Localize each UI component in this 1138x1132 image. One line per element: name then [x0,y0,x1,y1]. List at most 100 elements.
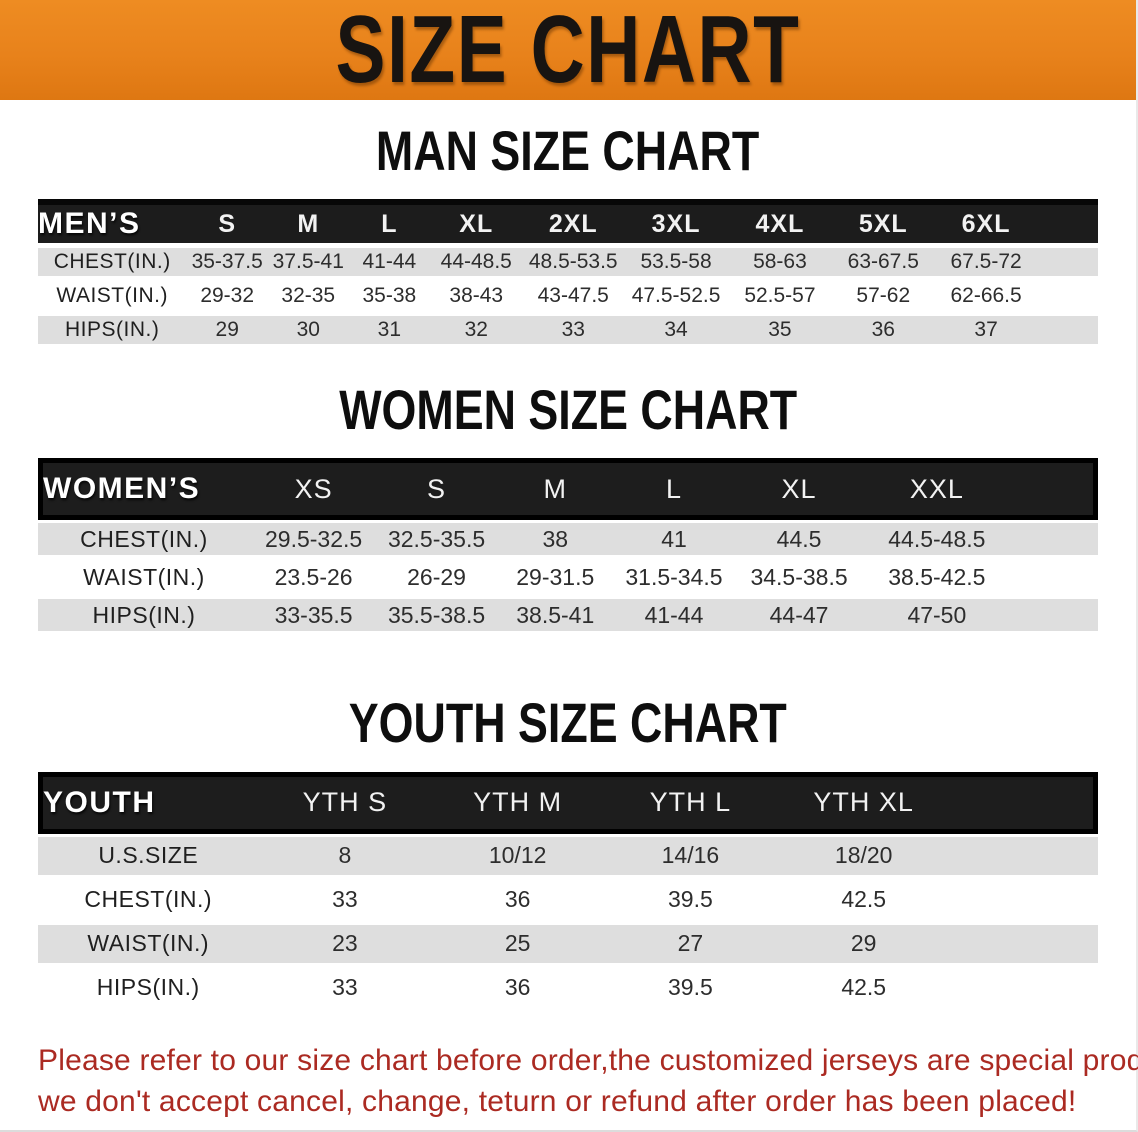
size-value-cell: 44-48.5 [430,245,523,280]
size-value-cell: 31.5-34.5 [614,558,734,597]
row-spacer [950,921,1098,966]
size-value-cell: 8 [258,833,432,878]
header-spacer [1037,199,1098,246]
disclaimer-line-1: Please refer to our size chart before or… [38,1043,1138,1077]
size-column-header: S [377,458,496,521]
table-row: CHEST(IN.) 29.5-32.5 32.5-35.5 38 41 44.5 44.5… [38,520,1098,559]
row-label: CHEST(IN.) [38,245,187,280]
row-spacer [1037,279,1098,314]
row-spacer [1037,245,1098,280]
size-value-cell: 35-38 [348,279,431,314]
size-value-cell: 29-31.5 [495,558,615,597]
youth-size-chart-title: YOUTH SIZE CHART [348,691,788,755]
size-value-cell: 38.5-42.5 [864,558,1009,597]
size-value-cell: 23 [258,921,432,966]
size-value-cell: 31 [348,313,431,348]
size-value-cell: 27 [604,921,777,966]
youth-size-chart-section-heading: YOUTH SIZE CHART [0,691,1136,755]
disclaimer-line-2: we don't accept cancel, change, teturn o… [38,1084,1077,1118]
row-label: CHEST(IN.) [38,877,259,922]
size-value-cell: 36 [431,877,605,922]
size-value-cell: 43-47.5 [522,279,625,314]
size-column-header: 3XL [624,199,728,246]
mens-corner-label: MEN’S [38,199,187,246]
size-column-header: XL [733,458,865,521]
man-size-chart-title: MAN SIZE CHART [376,119,760,182]
size-value-cell: 33 [522,313,625,348]
row-spacer [950,877,1098,922]
size-value-cell: 37 [934,313,1038,348]
size-value-cell: 44-47 [733,596,865,635]
row-spacer [1008,520,1098,559]
size-value-cell: 29.5-32.5 [250,520,378,559]
women-size-chart-section-heading: WOMEN SIZE CHART [0,378,1136,442]
table-row: CHEST(IN.) 33 36 39.5 42.5 [38,877,1098,922]
size-value-cell: 41-44 [348,245,431,280]
size-value-cell: 18/20 [776,833,951,878]
row-spacer [1008,596,1098,635]
size-value-cell: 48.5-53.5 [522,245,625,280]
size-column-header: M [495,458,615,521]
table-row: HIPS(IN.) 33 36 39.5 42.5 [38,965,1098,1010]
size-value-cell: 47.5-52.5 [624,279,728,314]
size-value-cell: 10/12 [431,833,605,878]
size-value-cell: 14/16 [604,833,777,878]
size-column-header: 4XL [728,199,832,246]
size-value-cell: 39.5 [604,877,777,922]
size-value-cell: 30 [268,313,349,348]
youth-corner-label: YOUTH [38,771,259,834]
size-value-cell: 32.5-35.5 [377,520,496,559]
row-label: WAIST(IN.) [38,921,259,966]
women-size-chart-title: WOMEN SIZE CHART [339,378,797,442]
size-column-header: XS [250,458,378,521]
row-label: HIPS(IN.) [38,596,250,635]
row-label: CHEST(IN.) [38,520,250,559]
size-value-cell: 34.5-38.5 [733,558,865,597]
mens-size-table: MEN’S S M L XL 2XL 3XL 4XL 5XL 6XL CHEST(IN.) 35-37… [38,199,1098,348]
disclaimer-text: Please refer to our size chart before or… [38,1040,1138,1122]
size-value-cell: 33 [258,877,432,922]
row-label: U.S.SIZE [38,833,259,878]
size-column-header: S [186,199,268,246]
size-column-header: YTH XL [776,771,951,834]
size-value-cell: 38-43 [430,279,523,314]
size-value-cell: 37.5-41 [268,245,349,280]
header-spacer [950,771,1098,834]
row-label: HIPS(IN.) [38,965,259,1010]
size-value-cell: 39.5 [604,965,777,1010]
size-column-header: YTH M [431,771,605,834]
size-value-cell: 67.5-72 [934,245,1038,280]
size-value-cell: 29-32 [186,279,268,314]
table-row: CHEST(IN.) 35-37.5 37.5-41 41-44 44-48.5 48.5… [38,245,1098,280]
size-chart-banner: SIZE CHART [0,0,1136,100]
size-value-cell: 41 [614,520,734,559]
size-value-cell: 58-63 [728,245,832,280]
size-value-cell: 42.5 [776,965,951,1010]
row-spacer [1037,313,1098,348]
man-size-chart-section-heading: MAN SIZE CHART [0,119,1136,182]
youth-size-table: YOUTH YTH S YTH M YTH L YTH XL U.S.SIZE 8 10/12… [38,771,1098,1010]
size-value-cell: 52.5-57 [728,279,832,314]
size-value-cell: 34 [624,313,728,348]
table-row: WAIST(IN.) 23.5-26 26-29 29-31.5 31.5-34.5 34… [38,558,1098,597]
size-value-cell: 53.5-58 [624,245,728,280]
size-value-cell: 29 [776,921,951,966]
size-column-header: 6XL [934,199,1038,246]
header-spacer [1008,458,1098,521]
banner-title: SIZE CHART [335,0,801,100]
womens-corner-label: WOMEN’S [38,458,250,521]
size-value-cell: 41-44 [614,596,734,635]
size-column-header: 2XL [522,199,625,246]
size-value-cell: 38 [495,520,615,559]
size-value-cell: 57-62 [831,279,935,314]
size-value-cell: 62-66.5 [934,279,1038,314]
size-value-cell: 35 [728,313,832,348]
row-label: WAIST(IN.) [38,558,250,597]
size-column-header: L [348,199,431,246]
size-value-cell: 44.5-48.5 [864,520,1009,559]
size-column-header: 5XL [831,199,935,246]
size-value-cell: 32-35 [268,279,349,314]
size-value-cell: 35-37.5 [186,245,268,280]
size-value-cell: 63-67.5 [831,245,935,280]
size-column-header: YTH L [604,771,777,834]
